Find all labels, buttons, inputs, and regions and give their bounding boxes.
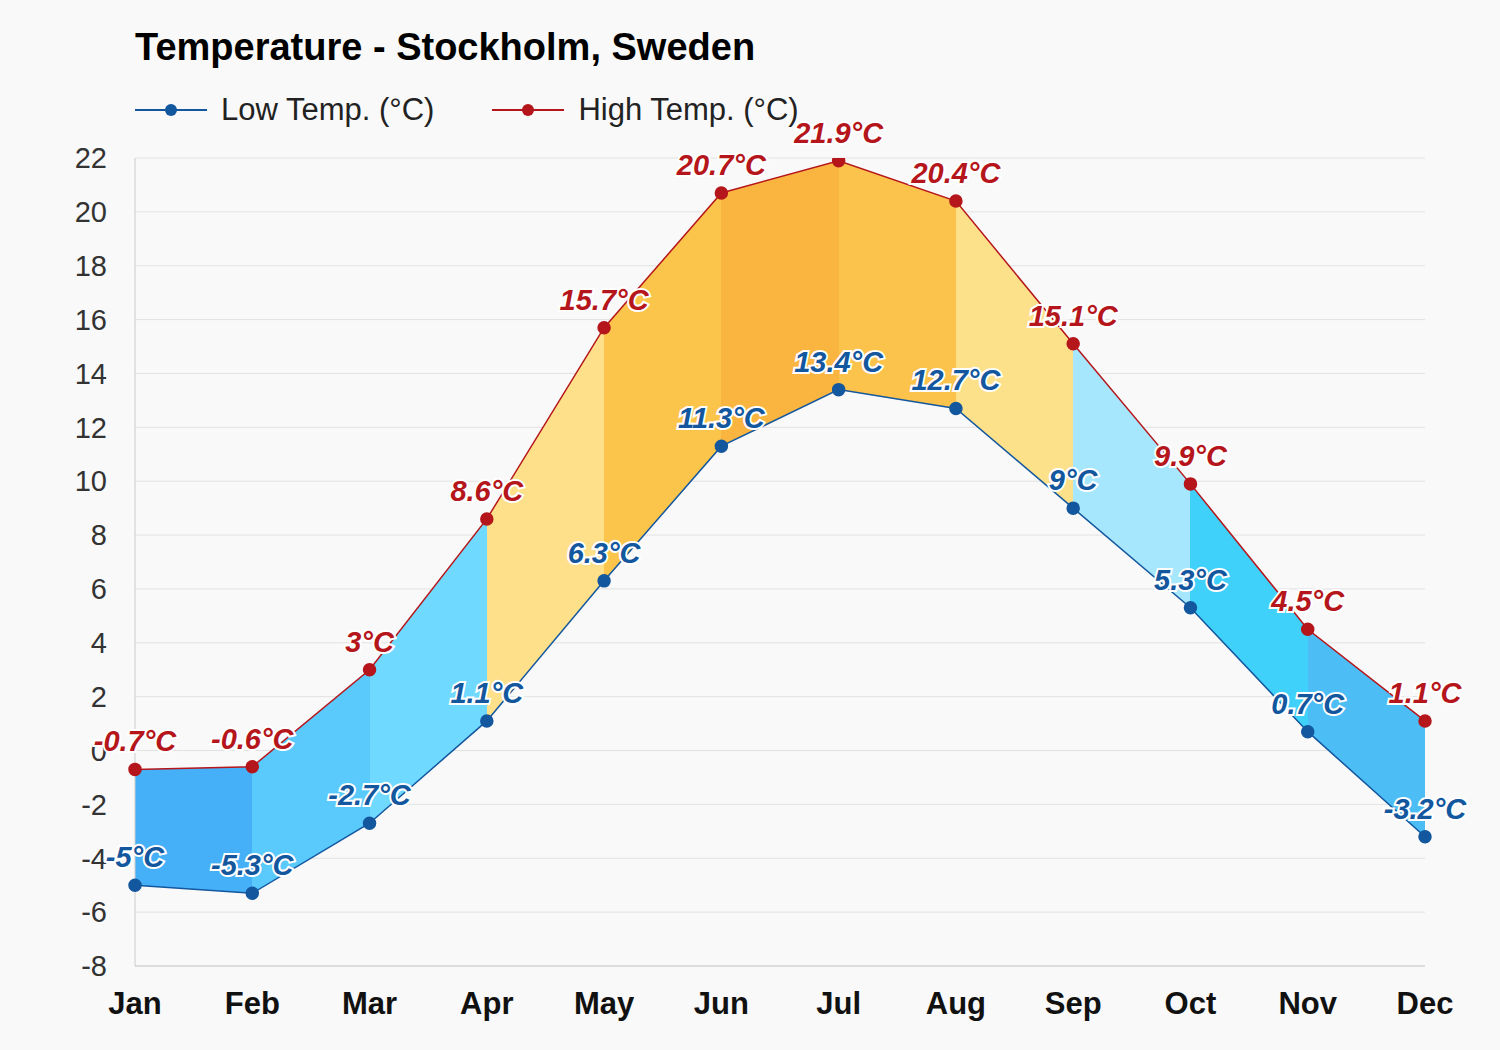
html-text:Temperature - Stockholm, Swede: Temperature - Stockholm, Sweden — [135, 26, 756, 68]
svg-text:11.3°C: 11.3°C — [678, 402, 766, 434]
svg-text:10: 10 — [75, 465, 107, 497]
svg-text:15.1°C: 15.1°C — [1029, 300, 1119, 332]
svg-text:Jul: Jul — [816, 986, 861, 1021]
svg-text:15.7°C: 15.7°C — [560, 284, 650, 316]
svg-text:-4: -4 — [81, 843, 107, 875]
svg-text:Dec: Dec — [1397, 986, 1454, 1021]
svg-text:14: 14 — [75, 358, 107, 390]
svg-text:3°C: 3°C — [345, 626, 395, 658]
svg-text:-5.3°C: -5.3°C — [211, 849, 295, 881]
svg-text:20.4°C: 20.4°C — [910, 157, 1001, 189]
svg-text:8.6°C: 8.6°C — [450, 475, 524, 507]
svg-text:May: May — [574, 986, 635, 1021]
svg-text:20: 20 — [75, 196, 107, 228]
svg-text:-2: -2 — [81, 789, 107, 821]
svg-text:Oct: Oct — [1165, 986, 1217, 1021]
svg-text:5.3°C: 5.3°C — [1154, 564, 1228, 596]
svg-text:0.7°C: 0.7°C — [1271, 688, 1345, 720]
svg-text:-2.7°C: -2.7°C — [328, 779, 412, 811]
svg-text:-3.2°C: -3.2°C — [1384, 793, 1468, 825]
svg-text:-5°C: -5°C — [106, 841, 165, 873]
svg-text:2: 2 — [91, 681, 107, 713]
svg-text:16: 16 — [75, 304, 107, 336]
svg-text:-8: -8 — [81, 950, 107, 982]
svg-text:Feb: Feb — [225, 986, 280, 1021]
svg-text:4: 4 — [91, 627, 107, 659]
svg-text:20.7°C: 20.7°C — [676, 149, 767, 181]
svg-text:4.5°C: 4.5°C — [1270, 585, 1345, 617]
svg-text:9°C: 9°C — [1049, 464, 1099, 496]
svg-text:Jun: Jun — [694, 986, 749, 1021]
svg-text:8: 8 — [91, 519, 107, 551]
html-text:High Temp. (°C): High Temp. (°C) — [578, 92, 799, 127]
svg-text:12.7°C: 12.7°C — [911, 364, 1001, 396]
svg-text:-0.6°C: -0.6°C — [211, 723, 295, 755]
svg-text:Sep: Sep — [1045, 986, 1102, 1021]
svg-text:Aug: Aug — [926, 986, 986, 1021]
svg-text:22: 22 — [75, 142, 107, 174]
svg-text:Nov: Nov — [1278, 986, 1337, 1021]
svg-text:1.1°C: 1.1°C — [1389, 677, 1463, 709]
svg-text:-6: -6 — [81, 896, 107, 928]
svg-text:12: 12 — [75, 412, 107, 444]
svg-text:18: 18 — [75, 250, 107, 282]
svg-text:Apr: Apr — [460, 986, 513, 1021]
html-text:Low Temp. (°C): Low Temp. (°C) — [221, 92, 435, 127]
svg-text:-0.7°C: -0.7°C — [94, 725, 178, 757]
svg-text:21.9°C: 21.9°C — [793, 117, 884, 149]
svg-text:6.3°C: 6.3°C — [568, 537, 642, 569]
svg-text:1.1°C: 1.1°C — [450, 677, 524, 709]
svg-text:6: 6 — [91, 573, 107, 605]
svg-text:9.9°C: 9.9°C — [1154, 440, 1228, 472]
svg-text:Jan: Jan — [108, 986, 161, 1021]
svg-text:Mar: Mar — [342, 986, 397, 1021]
svg-text:13.4°C: 13.4°C — [794, 346, 884, 378]
